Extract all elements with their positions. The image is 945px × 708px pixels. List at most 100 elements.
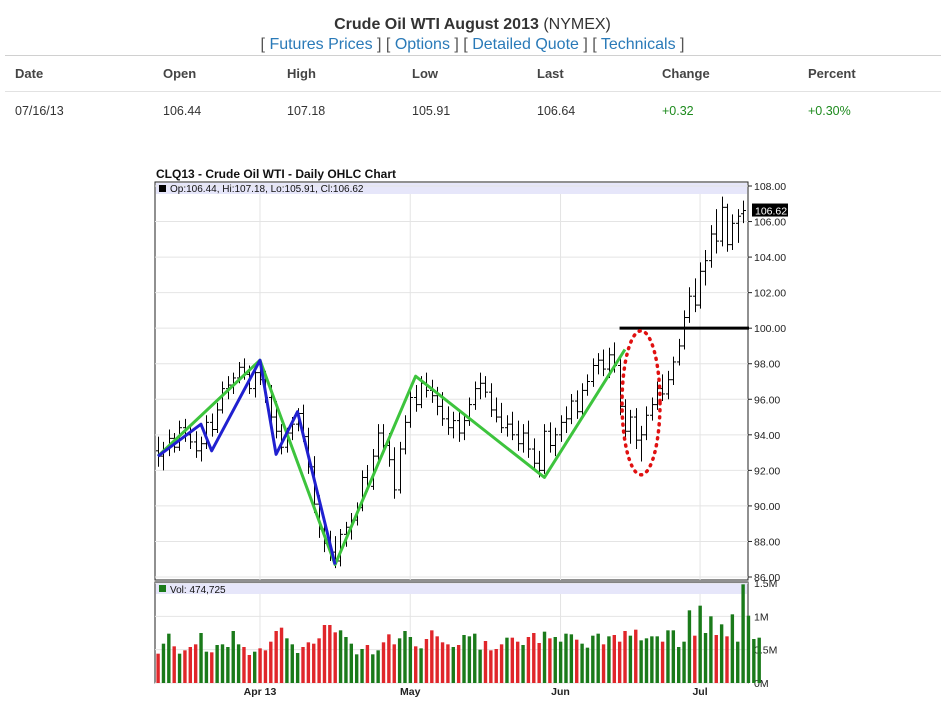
volume-bar (585, 647, 590, 683)
volume-bar (403, 631, 407, 683)
volume-bar (204, 651, 209, 683)
volume-tick-label: 1.5M (754, 578, 777, 590)
volume-bar (741, 584, 745, 683)
futures-prices-link[interactable]: Futures Prices (269, 36, 373, 53)
table-top-divider (5, 55, 941, 56)
volume-bar (650, 636, 654, 683)
info-square-icon (159, 185, 166, 192)
volume-bar (451, 647, 455, 683)
x-tick-label: Jul (692, 686, 707, 698)
volume-bar (344, 637, 348, 683)
x-tick-label: May (400, 686, 421, 698)
volume-bar (612, 635, 616, 683)
volume-bar (408, 637, 413, 683)
volume-bar (285, 638, 289, 683)
volume-bar (725, 636, 729, 683)
cell-open: 106.44 (163, 104, 202, 118)
volume-bar (269, 641, 273, 683)
volume-bar (660, 641, 665, 683)
contract-name: Crude Oil WTI August 2013 (334, 16, 539, 33)
price-tick-label: 96.00 (754, 394, 780, 406)
volume-bar (623, 631, 627, 683)
cell-low: 105.91 (412, 104, 451, 118)
volume-bar (553, 637, 557, 683)
info-line-band (156, 183, 747, 194)
volume-bar (247, 655, 252, 683)
blue-zigzag-line (157, 358, 337, 565)
cell-last: 106.64 (537, 104, 576, 118)
volume-bar (290, 644, 294, 683)
last-price-box (752, 203, 788, 217)
col-low: Low (412, 66, 438, 81)
volume-info-band (156, 583, 747, 594)
volume-bar (177, 653, 182, 683)
green-zigzag-line (156, 348, 627, 567)
volume-bar (521, 645, 525, 683)
volume-bar (730, 614, 735, 683)
volume-bar (532, 633, 536, 683)
volume-bar (473, 633, 477, 683)
volume-bar (381, 642, 386, 683)
volume-bar (354, 654, 359, 683)
volume-bar (161, 643, 166, 683)
price-tick-label: 94.00 (754, 430, 780, 442)
volume-bar (295, 653, 300, 683)
price-tick-label: 102.00 (754, 288, 786, 300)
volume-square-icon (159, 585, 166, 592)
volume-bar (188, 647, 193, 683)
exchange-label: (NYMEX) (543, 16, 611, 33)
volume-bar (220, 644, 225, 683)
volume-bar (655, 636, 659, 683)
last-price-label: 106.62 (755, 206, 787, 218)
volume-bar (746, 615, 751, 683)
volume-bar (596, 633, 600, 683)
volume-bar (333, 632, 337, 683)
col-last: Last (537, 66, 564, 81)
page-title: Crude Oil WTI August 2013 (NYMEX) (0, 16, 945, 34)
quote-links: [ Futures Prices ] [ Options ] [ Detaile… (260, 36, 685, 53)
volume-tick-label: 1M (754, 611, 769, 623)
volume-bar (644, 638, 649, 683)
col-percent: Percent (808, 66, 856, 81)
volume-bar (360, 649, 364, 683)
volume-bar (215, 645, 219, 683)
volume-bar (365, 645, 370, 683)
volume-bar (387, 634, 391, 683)
detailed-quote-link[interactable]: Detailed Quote (472, 36, 579, 53)
price-tick-label: 104.00 (754, 252, 786, 264)
volume-bar (301, 647, 305, 683)
volume-bar (478, 649, 482, 683)
price-tick-label: 106.00 (754, 217, 786, 229)
volume-bar (489, 650, 493, 683)
volume-bar (258, 648, 262, 683)
volume-bar (483, 641, 488, 683)
cell-high: 107.18 (287, 104, 326, 118)
volume-bar (671, 630, 676, 683)
volume-bar (435, 636, 439, 683)
volume-bar (274, 631, 278, 683)
volume-bar (634, 629, 638, 683)
volume-bar (601, 644, 606, 683)
volume-bar (349, 643, 354, 683)
volume-bar (714, 635, 718, 683)
volume-bar (167, 633, 171, 683)
highlight-ellipse (620, 329, 662, 477)
volume-bar (172, 646, 176, 683)
volume-bar (591, 635, 595, 683)
volume-bar (376, 650, 380, 683)
ohlc-info-line: Op:106.44, Hi:107.18, Lo:105.91, Cl:106.… (170, 184, 364, 195)
volume-bar (693, 635, 697, 683)
volume-bar (548, 638, 552, 683)
technicals-link[interactable]: Technicals (600, 36, 676, 53)
price-panel-frame (154, 181, 749, 581)
volume-bar (687, 610, 692, 683)
volume-info-line: Vol: 474,725 (170, 585, 226, 596)
volume-bar (183, 650, 187, 683)
x-tick-label: Jun (551, 686, 570, 698)
volume-bar (526, 637, 531, 683)
col-date: Date (15, 66, 44, 81)
cell-change: +0.32 (662, 104, 694, 118)
chart-title: CLQ13 - Crude Oil WTI - Daily OHLC Chart (156, 167, 396, 181)
options-link[interactable]: Options (394, 36, 450, 53)
